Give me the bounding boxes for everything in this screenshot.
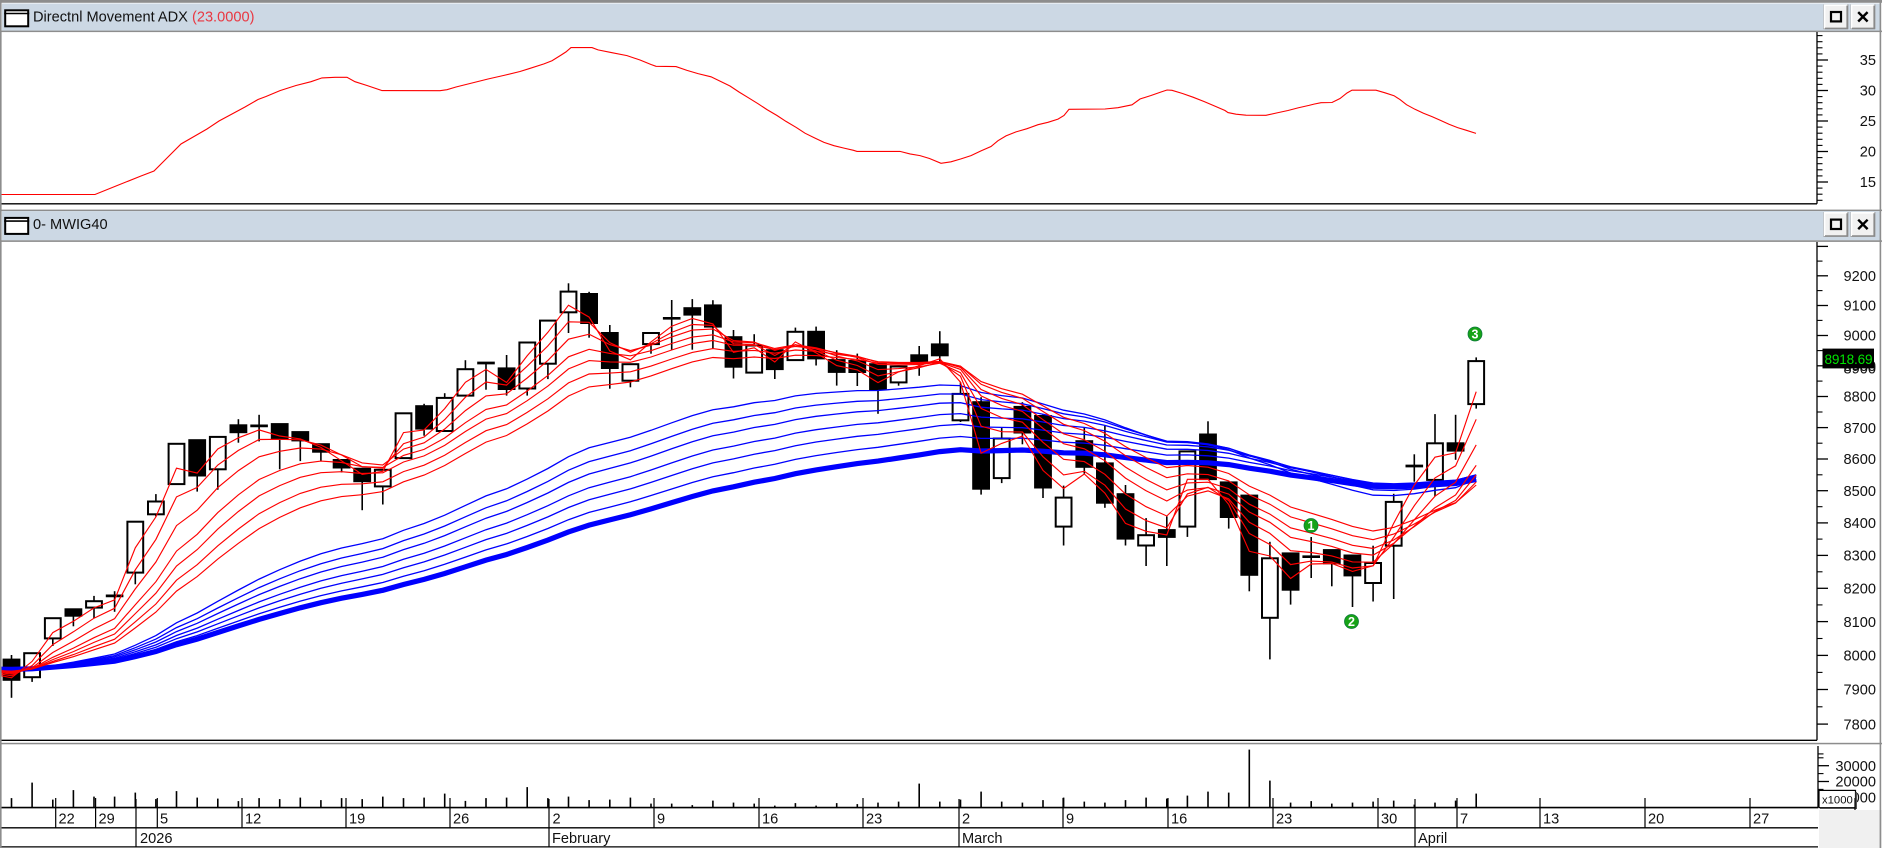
svg-text:April: April: [1418, 831, 1447, 847]
svg-text:x1000: x1000: [1822, 795, 1853, 807]
svg-text:23: 23: [1276, 812, 1292, 828]
svg-text:16: 16: [1171, 812, 1187, 828]
svg-text:12: 12: [245, 812, 261, 828]
svg-text:7800: 7800: [1844, 717, 1876, 733]
svg-text:20: 20: [1860, 145, 1876, 161]
svg-text:15: 15: [1860, 175, 1876, 191]
svg-text:1: 1: [1308, 519, 1315, 533]
svg-text:26: 26: [453, 812, 469, 828]
svg-text:0- MWIG40: 0- MWIG40: [33, 217, 108, 233]
svg-text:9: 9: [1066, 812, 1074, 828]
svg-text:35: 35: [1860, 53, 1876, 69]
svg-text:2: 2: [962, 812, 970, 828]
svg-text:2: 2: [553, 812, 561, 828]
svg-text:Directnl Movement ADX (23.0000: Directnl Movement ADX (23.0000): [33, 10, 254, 26]
svg-text:March: March: [962, 831, 1003, 847]
svg-text:7900: 7900: [1844, 683, 1876, 699]
svg-text:8200: 8200: [1844, 582, 1876, 598]
svg-text:8000: 8000: [1844, 649, 1876, 665]
svg-text:25: 25: [1860, 114, 1876, 130]
svg-text:13: 13: [1543, 812, 1559, 828]
svg-text:16: 16: [762, 812, 778, 828]
svg-text:2: 2: [1348, 615, 1355, 629]
svg-text:30: 30: [1381, 812, 1397, 828]
svg-text:20: 20: [1648, 812, 1664, 828]
svg-text:7: 7: [1460, 812, 1468, 828]
svg-text:29: 29: [99, 812, 115, 828]
svg-text:8600: 8600: [1844, 452, 1876, 468]
svg-text:9200: 9200: [1844, 269, 1876, 285]
svg-text:23: 23: [866, 812, 882, 828]
svg-text:9100: 9100: [1844, 299, 1876, 315]
svg-text:3: 3: [1472, 328, 1479, 342]
svg-text:8918.69: 8918.69: [1825, 352, 1873, 367]
svg-text:30: 30: [1860, 84, 1876, 100]
svg-text:8100: 8100: [1844, 615, 1876, 631]
svg-text:27: 27: [1753, 812, 1769, 828]
svg-text:8400: 8400: [1844, 516, 1876, 532]
svg-text:20000: 20000: [1835, 775, 1876, 791]
svg-text:9: 9: [657, 812, 665, 828]
svg-text:5: 5: [160, 812, 168, 828]
svg-text:8300: 8300: [1844, 549, 1876, 565]
svg-text:19: 19: [349, 812, 365, 828]
svg-text:8500: 8500: [1844, 484, 1876, 500]
svg-text:2026: 2026: [140, 831, 172, 847]
svg-text:9000: 9000: [1844, 329, 1876, 345]
svg-text:30000: 30000: [1835, 759, 1876, 775]
svg-text:22: 22: [59, 812, 75, 828]
svg-text:February: February: [552, 831, 611, 847]
svg-text:8800: 8800: [1844, 390, 1876, 406]
svg-text:8700: 8700: [1844, 421, 1876, 437]
